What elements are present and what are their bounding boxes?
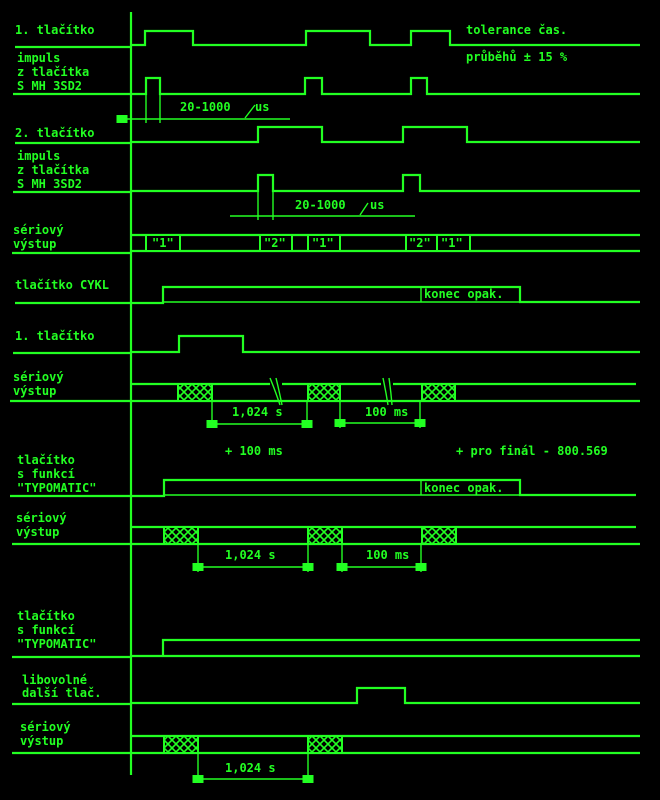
code-label: "2": [409, 236, 431, 250]
code-box: [436, 234, 471, 252]
row-any-other-button: libovolné další tlač.: [12, 673, 640, 706]
pulse-width-unit: us: [255, 100, 269, 114]
row-label: tlačítko CYKL: [15, 278, 109, 292]
repeat-end-note: konec opak.: [424, 481, 503, 495]
note-plus-100ms: + 100 ms: [225, 444, 283, 458]
row-serial-output-4: sériový výstup 1,024 s: [12, 720, 640, 784]
data-frame: [421, 383, 456, 402]
interval-label: 1,024 s: [225, 761, 276, 775]
interval-label: 100 ms: [365, 405, 408, 419]
row-label: sériový: [13, 223, 64, 237]
code-box: [145, 234, 181, 252]
row-serial-output-3: sériový výstup 1,024 s 100 ms: [12, 511, 640, 572]
waveform: [131, 29, 640, 47]
row-label: impuls: [17, 149, 60, 163]
code-label: "2": [264, 236, 286, 250]
row-cycle-button: tlačítko CYKL konec opak.: [15, 278, 640, 305]
data-frame: [163, 526, 199, 545]
waveform: [131, 638, 640, 658]
row-label: další tlač.: [22, 686, 101, 700]
row-label: z tlačítka: [17, 163, 89, 177]
interval-label: 100 ms: [366, 548, 409, 562]
row-label: 1. tlačítko: [15, 23, 94, 37]
row-label: impuls: [17, 51, 60, 65]
waveform: [131, 285, 640, 305]
tolerance-note: průběhů ± 15 %: [466, 50, 568, 64]
row-label: výstup: [13, 237, 56, 251]
pulse-width-dimension: 20-1000: [295, 198, 346, 212]
row-serial-output-2: sériový výstup 1,024 s 100 ms: [10, 370, 640, 429]
pulse-width-unit: us: [370, 198, 384, 212]
waveform: [131, 125, 640, 144]
tolerance-note: tolerance čas.: [466, 23, 567, 37]
row-label: sériový: [20, 720, 71, 734]
repeat-end-note: konec opak.: [424, 287, 503, 301]
row-impulse-2: impuls z tlačítka S MH 3SD2 20-1000 us: [13, 149, 640, 220]
data-frame: [421, 526, 457, 545]
waveform: [131, 478, 636, 498]
code-box: [307, 234, 341, 252]
row-label: z tlačítka: [17, 65, 89, 79]
interval-label: 1,024 s: [232, 405, 283, 419]
row-label: tlačítko: [17, 453, 75, 467]
data-frame: [177, 383, 213, 402]
code-label: "1": [152, 236, 174, 250]
row-label: libovolné: [22, 673, 87, 687]
pulse-width-dimension: 20-1000: [180, 100, 231, 114]
row-label: výstup: [16, 525, 59, 539]
row-label: s funkcí: [17, 467, 75, 481]
row-label: výstup: [13, 384, 56, 398]
row-label: výstup: [20, 734, 63, 748]
row-typomatic-button-1: tlačítko s funkcí "TYPOMATIC" konec opak…: [10, 453, 636, 498]
row-typomatic-button-2: tlačítko s funkcí "TYPOMATIC": [12, 609, 640, 659]
code-box: [259, 234, 293, 252]
waveform: [131, 76, 640, 96]
waveform: [131, 334, 640, 354]
row-label: "TYPOMATIC": [17, 637, 96, 651]
data-frame: [307, 735, 343, 754]
row-label: S MH 3SD2: [17, 177, 82, 191]
data-frame: [163, 735, 199, 754]
row-label: s funkcí: [17, 623, 75, 637]
waveform: [131, 173, 640, 193]
row-label: S MH 3SD2: [17, 79, 82, 93]
row-button-2: 2. tlačítko: [15, 125, 640, 145]
note-final: + pro finál - 800.569: [456, 444, 608, 458]
waveform: [131, 686, 640, 705]
code-label: "1": [441, 236, 463, 250]
data-frame: [307, 526, 343, 545]
row-label: 1. tlačítko: [15, 329, 94, 343]
row-label: sériový: [13, 370, 64, 384]
row-label: 2. tlačítko: [15, 126, 94, 140]
row-label: "TYPOMATIC": [17, 481, 96, 495]
code-label: "1": [312, 236, 334, 250]
row-button-1: 1. tlačítko tolerance čas. průběhů ± 15 …: [15, 23, 640, 64]
row-label: sériový: [16, 511, 67, 525]
row-button-1b: 1. tlačítko: [13, 329, 640, 355]
interval-label: 1,024 s: [225, 548, 276, 562]
row-impulse-1: impuls z tlačítka S MH 3SD2 20-1000 us: [13, 51, 640, 124]
row-serial-output-1: sériový výstup "1" "2" "1" "2" "1": [12, 223, 640, 255]
data-frame: [307, 383, 341, 402]
row-label: tlačítko: [17, 609, 75, 623]
